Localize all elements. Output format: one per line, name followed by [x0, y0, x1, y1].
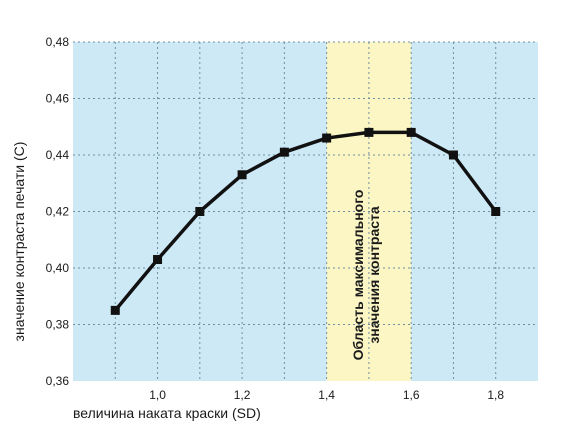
data-point [153, 255, 163, 265]
region-annotation-line-1: Область максимального [350, 190, 366, 361]
data-point [322, 133, 332, 143]
data-point [491, 207, 501, 216]
data-point [364, 127, 374, 137]
x-tick-labels: 1,0 1,2 1,4 1,6 1,8 [149, 388, 504, 402]
series-line [113, 130, 498, 312]
y-tick-label: 0,42 [46, 205, 70, 219]
y-tick-label: 0,40 [46, 261, 70, 275]
data-point [110, 305, 120, 315]
grid-lines [73, 41, 538, 381]
x-tick-label: 1,4 [318, 388, 335, 402]
y-tick-label: 0,44 [46, 148, 70, 162]
y-tick-label: 0,38 [46, 318, 70, 332]
data-point [237, 170, 247, 180]
y-tick-labels: 0,36 0,38 0,40 0,42 0,44 0,46 0,48 [46, 35, 70, 388]
x-tick-label: 1,0 [149, 388, 166, 402]
x-tick-label: 1,2 [234, 388, 251, 402]
data-point [195, 207, 205, 216]
data-point [406, 127, 416, 137]
y-tick-label: 0,36 [46, 374, 70, 388]
data-point [279, 147, 289, 157]
x-tick-label: 1,8 [487, 388, 504, 402]
region-annotation-line-2: значения контраста [366, 206, 382, 344]
x-axis-label: величина наката краски (SD) [73, 405, 261, 421]
y-tick-label: 0,48 [46, 35, 70, 49]
plot-background [73, 42, 538, 381]
y-tick-label: 0,46 [46, 92, 70, 106]
y-axis-label: значение контраста печати (C) [11, 142, 27, 342]
data-points [110, 127, 501, 315]
data-point [448, 150, 458, 160]
x-tick-label: 1,6 [403, 388, 420, 402]
